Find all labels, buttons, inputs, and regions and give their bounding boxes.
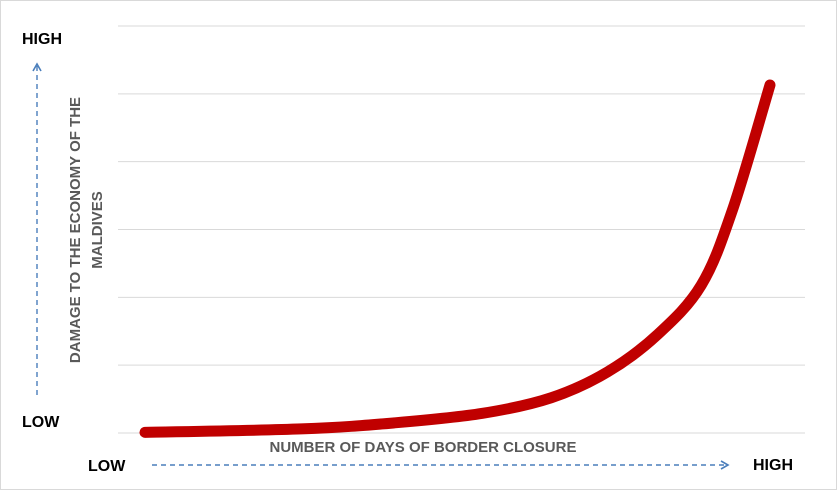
x-low-label: LOW bbox=[88, 458, 126, 475]
y-axis-title-line: MALDIVES bbox=[89, 191, 106, 269]
curve bbox=[139, 79, 776, 438]
x-high-label: HIGH bbox=[753, 457, 793, 474]
y-axis-title: DAMAGE TO THE ECONOMY OF THE MALDIVES bbox=[67, 97, 106, 363]
y-axis-title-line: DAMAGE TO THE ECONOMY OF THE bbox=[67, 97, 84, 363]
y-high-label: HIGH bbox=[22, 31, 62, 48]
x-axis-title: NUMBER OF DAYS OF BORDER CLOSURE bbox=[270, 439, 577, 456]
y-low-label: LOW bbox=[22, 414, 60, 431]
